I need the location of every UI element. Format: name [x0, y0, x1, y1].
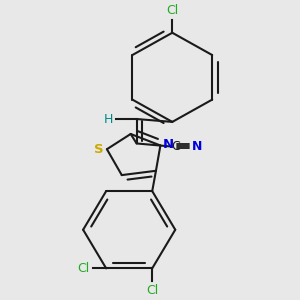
Text: C: C — [171, 140, 180, 153]
Text: N: N — [163, 137, 174, 151]
Text: Cl: Cl — [146, 284, 158, 297]
Text: N: N — [192, 140, 202, 153]
Text: Cl: Cl — [78, 262, 90, 275]
Text: Cl: Cl — [166, 4, 178, 17]
Text: H: H — [103, 112, 113, 125]
Text: S: S — [94, 143, 104, 156]
